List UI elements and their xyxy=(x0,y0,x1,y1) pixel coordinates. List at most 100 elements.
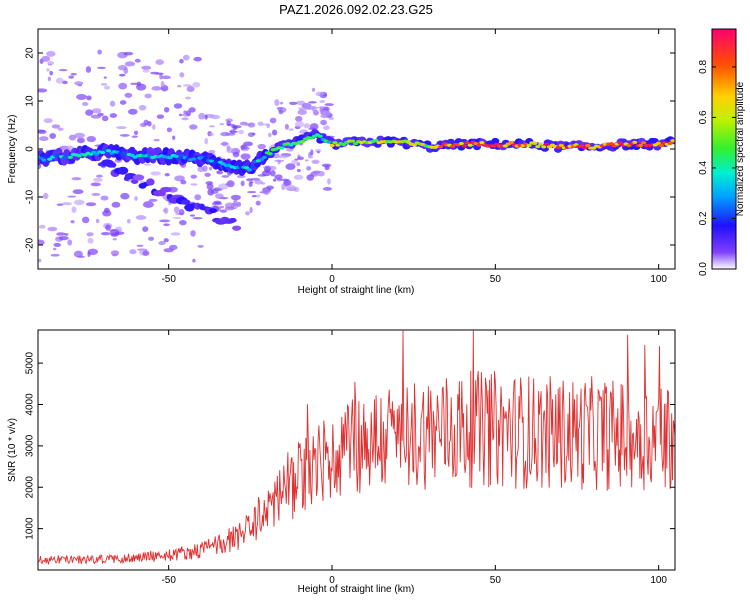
noise-blob xyxy=(298,107,305,111)
noise-blob xyxy=(49,132,57,140)
noise-blob xyxy=(52,247,57,251)
ridge-core xyxy=(582,146,588,150)
noise-blob xyxy=(158,240,166,246)
noise-blob xyxy=(220,131,230,137)
ridge-core xyxy=(535,145,541,149)
noise-blob xyxy=(278,109,284,115)
noise-blob xyxy=(240,153,251,160)
noise-blob xyxy=(101,115,109,122)
noise-blob xyxy=(209,125,215,128)
noise-blob xyxy=(209,114,221,120)
noise-blob xyxy=(295,115,303,122)
noise-blob xyxy=(179,58,184,64)
noise-blob xyxy=(134,196,138,201)
noise-blob xyxy=(49,70,54,76)
noise-blob xyxy=(110,232,119,237)
noise-blob xyxy=(38,239,45,246)
noise-blob xyxy=(197,244,204,248)
ridge-core xyxy=(244,166,250,170)
ridge-core xyxy=(88,152,94,156)
noise-blob xyxy=(178,209,185,216)
noise-blob xyxy=(324,103,334,106)
noise-blob xyxy=(206,183,214,190)
noise-blob xyxy=(296,169,301,173)
x-tick-label: -50 xyxy=(161,274,176,285)
noise-blob xyxy=(240,145,248,150)
noise-blob xyxy=(110,250,120,256)
x-tick-label: 50 xyxy=(490,575,502,586)
noise-blob xyxy=(100,83,108,86)
ridge-core xyxy=(173,154,179,158)
ridge-core xyxy=(508,141,514,145)
noise-blob xyxy=(209,166,213,171)
ridge-core xyxy=(247,168,253,172)
spectrogram-chart: -50 0 50 100 -20 -10 0 10 20 Height of straight … xyxy=(7,28,676,296)
ridge-core xyxy=(94,152,100,156)
noise-blob xyxy=(202,165,208,172)
noise-blob xyxy=(85,66,92,73)
noise-blob xyxy=(61,202,73,206)
noise-blob xyxy=(55,77,64,84)
branch-blob xyxy=(180,199,191,205)
noise-blob xyxy=(135,83,147,91)
y-tick-label: 2000 xyxy=(25,476,36,499)
noise-blob xyxy=(323,106,330,111)
noise-blob xyxy=(39,136,49,142)
ridge-core xyxy=(41,158,47,162)
noise-blob xyxy=(308,155,314,159)
y-tick-label: -20 xyxy=(25,237,36,252)
noise-blob xyxy=(284,124,289,130)
noise-blob xyxy=(103,85,111,90)
noise-blob xyxy=(268,132,272,138)
noise-blob xyxy=(76,93,87,101)
noise-blob xyxy=(304,159,309,162)
noise-blob xyxy=(76,137,85,144)
noise-blob xyxy=(172,216,182,219)
colorbar-gradient xyxy=(711,28,737,270)
noise-blob xyxy=(119,134,130,137)
noise-blob xyxy=(135,215,147,221)
ridge-core xyxy=(632,140,638,144)
noise-blob xyxy=(133,130,139,135)
noise-blob xyxy=(72,189,84,195)
noise-blob xyxy=(160,81,165,88)
noise-blob xyxy=(285,184,297,191)
noise-blob xyxy=(226,147,235,154)
ridge-core xyxy=(352,142,359,146)
ridge-core xyxy=(349,139,356,143)
spectrogram-y-label: Frequency (Hz) xyxy=(7,115,18,184)
noise-blob xyxy=(221,141,228,147)
noise-blob xyxy=(150,71,159,75)
noise-blob xyxy=(211,202,223,206)
spectrogram-x-label: Height of straight line (km) xyxy=(298,285,415,296)
noise-blob xyxy=(42,192,49,200)
noise-blob xyxy=(130,82,139,85)
noise-blob xyxy=(97,49,102,55)
noise-blob xyxy=(274,159,285,163)
noise-blob xyxy=(38,88,48,93)
noise-blob xyxy=(294,120,305,128)
noise-blob xyxy=(148,236,155,241)
noise-blob xyxy=(172,135,176,140)
noise-blob xyxy=(308,101,317,104)
x-tick-label: -50 xyxy=(161,575,176,586)
noise-blob xyxy=(314,148,322,153)
snr-frame xyxy=(37,329,676,571)
noise-blob xyxy=(142,69,150,73)
noise-blob xyxy=(138,104,147,111)
noise-blob xyxy=(327,178,331,185)
noise-blob xyxy=(232,151,240,158)
snr-x-label: Height of straight line (km) xyxy=(298,584,415,595)
noise-blob xyxy=(189,124,198,130)
colorbar: 0.0 0.2 0.4 0.6 0.8 Normalized spectral ampl… xyxy=(698,28,746,276)
noise-blob xyxy=(236,201,242,207)
noise-blob xyxy=(124,92,133,98)
noise-blob xyxy=(219,205,225,209)
noise-blob xyxy=(238,129,244,135)
noise-blob xyxy=(51,124,61,129)
ridge-core xyxy=(464,141,470,145)
ridge-core xyxy=(458,141,464,146)
noise-blob xyxy=(53,242,62,247)
noise-blob xyxy=(272,178,277,182)
